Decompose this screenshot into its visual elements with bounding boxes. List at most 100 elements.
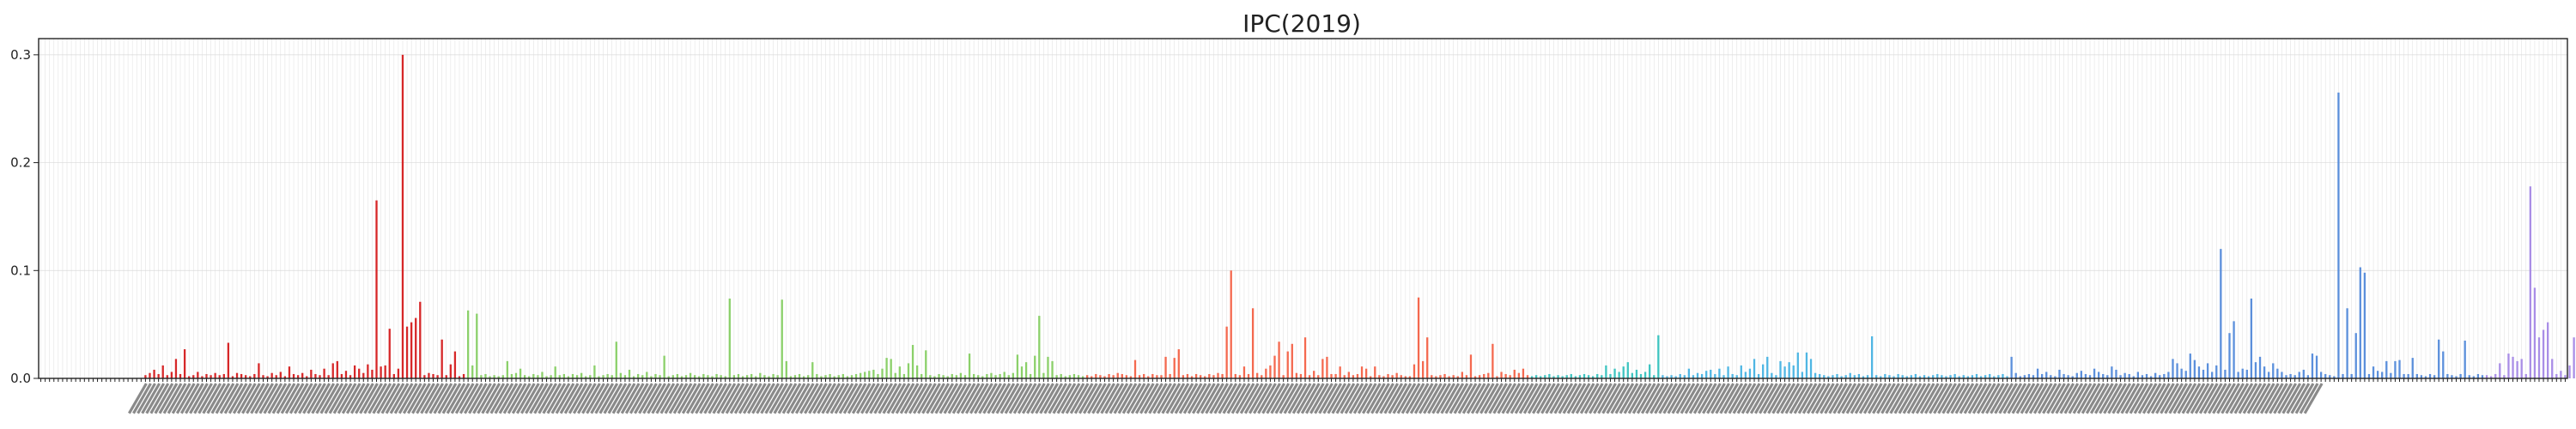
bar <box>671 375 674 378</box>
bar <box>1662 375 1664 378</box>
bars <box>144 54 2575 378</box>
bar <box>397 368 400 378</box>
bar <box>1626 362 1629 378</box>
bar <box>1138 375 1141 378</box>
x-tick-label <box>1706 383 1726 414</box>
bar <box>1775 375 1777 378</box>
bar <box>1177 349 1180 378</box>
bar <box>877 373 879 378</box>
bar <box>1744 372 1747 378</box>
bar <box>1836 373 1838 378</box>
bar <box>2050 375 2052 378</box>
x-tick-label <box>376 383 397 414</box>
bar <box>2542 329 2545 378</box>
bar <box>907 363 910 378</box>
x-tick-label <box>315 383 336 414</box>
bar <box>1540 376 1542 378</box>
axes-frame <box>38 38 2568 379</box>
bar <box>1091 376 1093 378</box>
bar <box>144 375 147 378</box>
x-tick-label <box>756 383 775 414</box>
bar <box>816 373 818 378</box>
x-tick-label <box>647 383 667 414</box>
x-tick-label <box>642 383 662 414</box>
bar <box>528 376 531 378</box>
x-tick-label <box>241 383 261 414</box>
x-tick-label <box>154 383 174 414</box>
x-tick-label <box>175 383 196 414</box>
bar <box>1273 355 1276 378</box>
x-tick-label <box>298 383 318 414</box>
bar <box>1221 373 1224 378</box>
x-tick-label <box>921 383 941 414</box>
x-tick-label <box>515 383 536 414</box>
bar <box>2136 372 2140 378</box>
x-tick-label <box>411 383 431 414</box>
bar <box>1133 360 1137 378</box>
x-tick-label <box>886 383 907 414</box>
x-tick-label <box>708 383 728 414</box>
bar <box>1526 375 1529 378</box>
bar <box>1953 373 1956 378</box>
bar <box>1718 368 1721 378</box>
x-tick-label <box>1453 383 1473 414</box>
bar <box>2346 308 2348 378</box>
x-tick-label <box>1196 383 1216 414</box>
bar <box>2154 372 2157 378</box>
bar <box>1753 359 1756 378</box>
bar <box>1077 375 1080 378</box>
x-tick-label <box>2133 383 2154 414</box>
bar <box>1186 373 1189 378</box>
bar <box>2311 353 2314 378</box>
x-tick-label <box>2286 383 2306 414</box>
bar <box>1465 375 1468 378</box>
bar <box>532 373 535 378</box>
bar <box>837 375 840 378</box>
x-tick-label <box>519 383 540 414</box>
bar <box>1382 376 1385 378</box>
x-tick-label <box>1257 383 1277 414</box>
bar <box>977 375 980 378</box>
x-tick-label <box>428 383 449 414</box>
x-tick-label <box>1558 383 1578 414</box>
bar <box>2281 372 2283 378</box>
x-tick-label <box>171 383 191 414</box>
x-tick-label <box>1309 383 1329 414</box>
x-tick-label <box>1340 383 1360 414</box>
bar <box>493 375 495 378</box>
x-tick-label <box>2303 383 2324 414</box>
x-tick-label <box>568 383 588 414</box>
x-tick-label <box>999 383 1020 414</box>
bar <box>428 372 430 378</box>
bar <box>1492 343 1494 378</box>
bar <box>2551 359 2554 378</box>
bar <box>253 373 256 378</box>
bar <box>1339 366 1341 378</box>
bar <box>1783 366 1786 378</box>
bar <box>1356 373 1359 378</box>
x-tick-label <box>1161 383 1182 414</box>
bar <box>2233 321 2235 378</box>
x-tick-label <box>1654 383 1674 414</box>
bar <box>1364 368 1368 378</box>
y-tick-label: 0.3 <box>10 47 31 63</box>
bar <box>1609 373 1612 378</box>
x-tick-label <box>502 383 523 414</box>
bar <box>1448 376 1450 378</box>
x-tick-label <box>2160 383 2179 414</box>
bar <box>1278 341 1280 378</box>
x-tick-label <box>964 383 985 414</box>
x-tick-label <box>507 383 527 414</box>
bar <box>1230 270 1232 378</box>
bar <box>222 373 225 378</box>
x-tick-label <box>917 383 937 414</box>
x-tick-label <box>1723 383 1744 414</box>
x-tick-label <box>882 383 902 414</box>
bar <box>1552 376 1555 378</box>
bar <box>2415 373 2418 378</box>
bar <box>1570 373 1572 378</box>
bar <box>188 376 191 378</box>
x-tick-label <box>1083 383 1103 414</box>
bar <box>659 375 661 378</box>
x-tick-label <box>1492 383 1513 414</box>
